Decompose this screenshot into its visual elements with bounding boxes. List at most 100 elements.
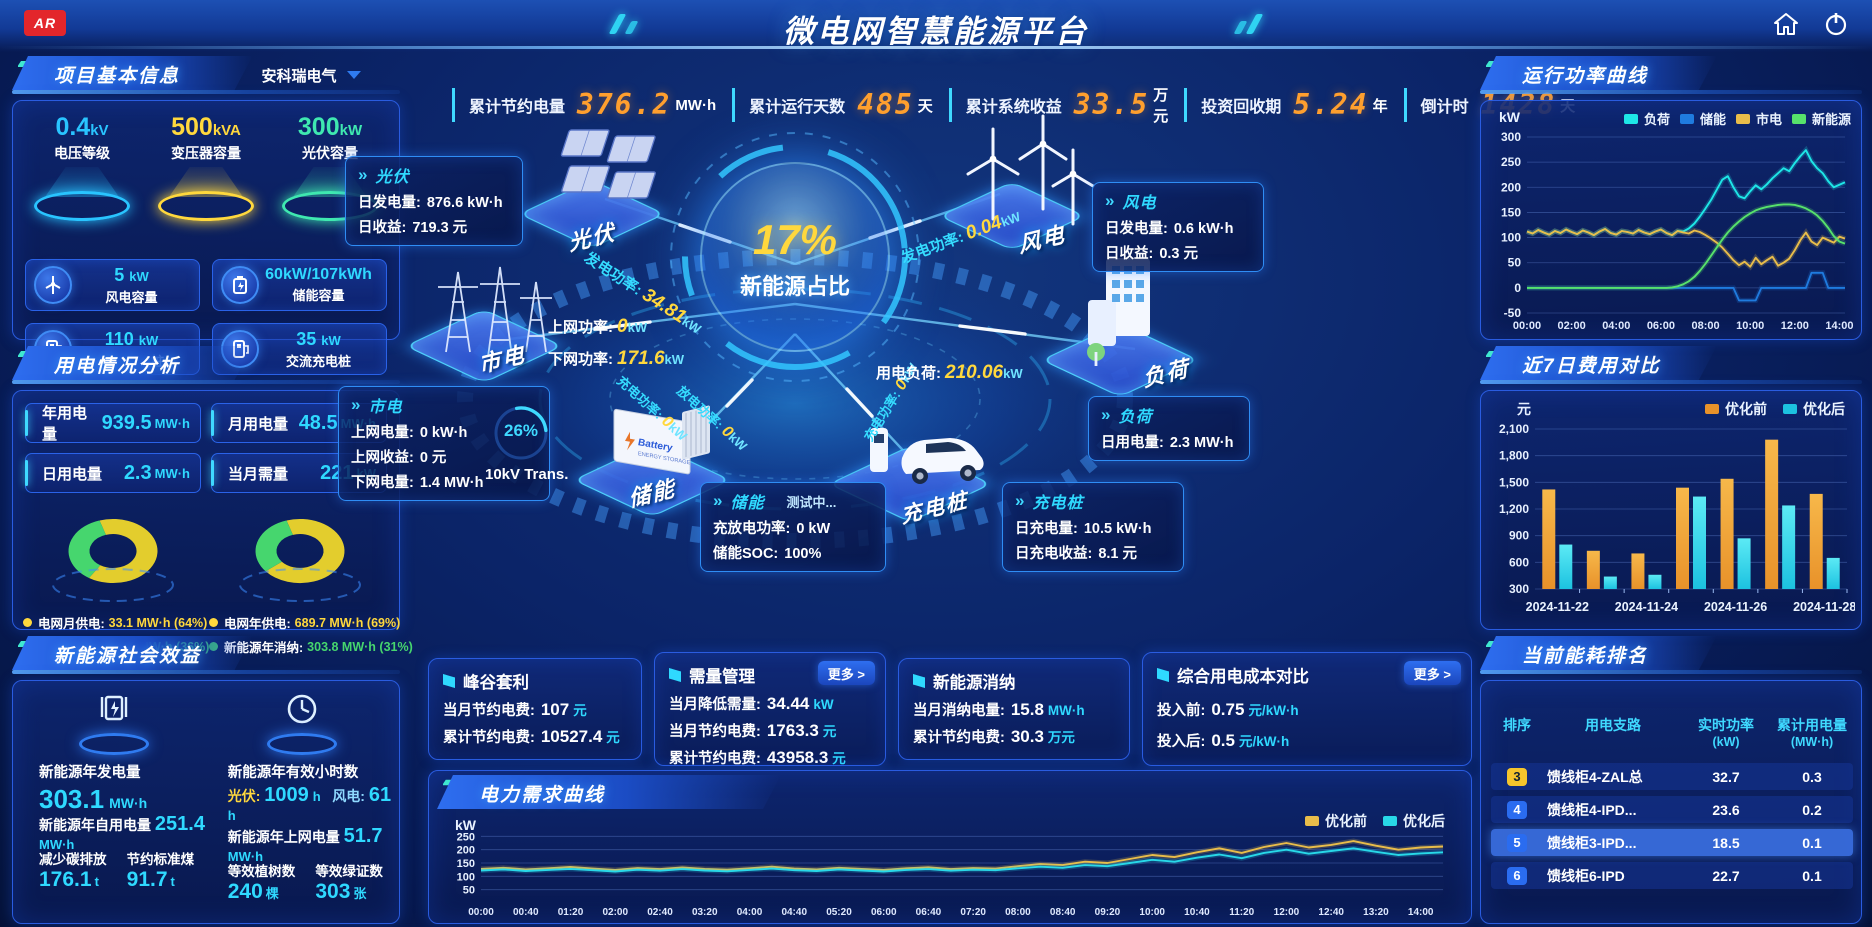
trees-equivalent: 等效植树数 240 棵	[227, 864, 296, 903]
svg-text:1,500: 1,500	[1499, 475, 1529, 489]
svg-text:0: 0	[1514, 281, 1521, 295]
svg-text:50: 50	[463, 885, 475, 897]
svg-text:200: 200	[457, 845, 475, 857]
svg-text:00:00: 00:00	[1513, 320, 1541, 332]
donut-year-mix	[225, 503, 375, 614]
table-row[interactable]: 6 馈线柜6-IPD 22.7 0.1	[1491, 862, 1853, 889]
arrow-icon: »	[358, 165, 368, 184]
project-selector-dropdown[interactable]: 安科瑞电气	[236, 62, 386, 88]
self-use: 新能源年自用电量 251.4 MW·h	[39, 813, 205, 852]
svg-text:07:20: 07:20	[960, 907, 986, 918]
power-icon[interactable]	[1822, 10, 1850, 38]
gen-value: 303.1 MW·h	[39, 784, 148, 814]
panel-title: 近7日费用对比	[1522, 356, 1661, 377]
storage-status: 测试中...	[786, 494, 837, 510]
svg-text:50: 50	[1508, 256, 1522, 270]
card-corner-icon	[1157, 668, 1169, 682]
cost-compare-chart: 300 600 900 1,200 1,500 1,800 2,100 2024-11-22 2…	[1487, 419, 1856, 623]
svg-text:08:40: 08:40	[1050, 907, 1076, 918]
card-corner-icon	[913, 674, 925, 688]
green-certs: 等效绿证数 303 张	[315, 864, 383, 903]
svg-text:01:20: 01:20	[558, 907, 584, 918]
svg-text:250: 250	[1501, 155, 1521, 169]
flow-load-power: 用电负荷: 210.06kW	[876, 362, 1023, 383]
svg-text:04:00: 04:00	[737, 907, 763, 918]
svg-text:00:00: 00:00	[468, 907, 494, 918]
demand-unit-label: kW	[455, 817, 476, 833]
generation-station-icon	[78, 691, 150, 755]
tooltip-pv: » 光伏 日发电量: 876.6 kW·h 日收益: 719.3 元	[345, 156, 523, 246]
card-corner-icon	[443, 674, 455, 688]
svg-text:-50: -50	[1504, 306, 1522, 320]
energy-flow-diagram: 17% 新能源占比 光伏 风电	[400, 104, 1480, 670]
tooltip-storage: » 储能 测试中... 充放电功率: 0 kW 储能SOC: 100%	[700, 482, 886, 572]
clock-icon	[266, 691, 338, 755]
top-bar: AR 微电网智慧能源平台	[0, 0, 1872, 52]
table-row[interactable]: 5 馈线柜3-IPD... 18.5 0.1	[1491, 829, 1853, 856]
svg-text:04:40: 04:40	[781, 907, 807, 918]
more-button[interactable]: 更多 >	[817, 661, 875, 685]
pv-hours: 光伏: 1009 h 风电: 61 h	[227, 784, 392, 823]
rank-badge: 6	[1507, 866, 1527, 885]
stat-payback-period: 投资回收期 5.24 年	[1184, 88, 1403, 122]
transmission-towers-icon	[438, 266, 552, 358]
stat-energy-saved: 累计节约电量 376.2 MW·h	[452, 88, 732, 122]
ev-car-charger-icon	[870, 428, 984, 484]
card-demand-management: 需量管理 更多 > 当月降低需量: 34.44 kW 当月节约电费: 1763.3 元 …	[654, 652, 886, 767]
wind-turbine-icon	[34, 266, 72, 304]
svg-text:02:00: 02:00	[1558, 320, 1586, 332]
ranking-table: 排序 用电支路 实时功率 (kW) 累计用电量 (MW·h) 3 馈线柜4-ZAL总…	[1491, 691, 1853, 889]
svg-text:900: 900	[1509, 529, 1529, 543]
more-button[interactable]: 更多 >	[1403, 661, 1461, 685]
stat-run-days: 累计运行天数 485 天	[732, 88, 949, 122]
home-icon[interactable]	[1772, 10, 1800, 38]
card-storage-capacity: 60kW/107kWh 储能容量	[212, 259, 387, 311]
arrow-icon: »	[1015, 491, 1025, 510]
svg-text:2024-11-28: 2024-11-28	[1793, 600, 1855, 614]
table-row[interactable]: 4 馈线柜4-IPD... 23.6 0.2	[1491, 796, 1853, 823]
run-power-chart: -50 0 50 100 150 200 250 300 00:00 02:00 04:00 06:0…	[1487, 129, 1855, 333]
transformer-gauge: 26%	[492, 404, 550, 462]
spotlight-transformer: 500kVA 变压器容量	[147, 113, 265, 221]
legend-grid-year: 电网年供电: 689.7 MW·h (69%)	[209, 613, 400, 632]
arrow-icon: »	[713, 491, 723, 510]
svg-text:06:00: 06:00	[871, 907, 897, 918]
arrow-icon: »	[351, 395, 361, 414]
svg-text:14:00: 14:00	[1825, 320, 1853, 332]
card-corner-icon	[669, 668, 681, 682]
svg-text:04:00: 04:00	[1602, 320, 1630, 332]
svg-text:600: 600	[1509, 555, 1529, 569]
cost-legend: 优化前 优化后	[1705, 399, 1845, 419]
transformer-gauge-label: 10kV Trans.	[485, 466, 569, 483]
panel-title: 用电情况分析	[54, 356, 181, 377]
rank-badge: 3	[1507, 767, 1527, 786]
panel-demand-curve: 电力需求曲线 kW 优化前 优化后 50 100 150 200 250 00:00 00:…	[428, 770, 1472, 924]
battery-icon	[221, 266, 259, 304]
card-wind-capacity: 5 kW 风电容量	[25, 259, 200, 311]
battery-container-icon: Battery ENERGY STORAGE	[613, 405, 710, 475]
table-row[interactable]: 3 馈线柜4-ZAL总 32.7 0.3	[1491, 763, 1853, 790]
svg-text:08:00: 08:00	[1691, 320, 1719, 332]
donut-month-mix	[38, 503, 188, 614]
demand-legend: 优化前 优化后	[1305, 811, 1445, 831]
wind-turbines-icon	[966, 114, 1095, 226]
solar-panels-icon	[560, 129, 656, 199]
svg-text:02:40: 02:40	[647, 907, 673, 918]
svg-text:12:40: 12:40	[1318, 907, 1344, 918]
rank-badge: 4	[1507, 800, 1527, 819]
svg-text:03:20: 03:20	[692, 907, 718, 918]
svg-text:1,800: 1,800	[1499, 449, 1529, 463]
svg-text:100: 100	[457, 871, 475, 883]
sphere-new-energy-ratio	[700, 162, 890, 352]
panel-project-info: 项目基本信息 安科瑞电气 0.4kV 电压等级 500kVA 变压器容量 300…	[12, 56, 400, 375]
stat-day-usage: 日用电量 2.3 MW·h	[25, 453, 201, 493]
svg-text:12:00: 12:00	[1274, 907, 1300, 918]
gen-label: 新能源年发电量	[39, 765, 141, 781]
spotlight-voltage: 0.4kV 电压等级	[23, 113, 141, 221]
svg-text:09:20: 09:20	[1095, 907, 1121, 918]
title-decoration-right	[1233, 14, 1264, 34]
stat-year-usage: 年用电量 939.5 MW·h	[25, 403, 201, 443]
arrow-icon: »	[1105, 191, 1115, 210]
